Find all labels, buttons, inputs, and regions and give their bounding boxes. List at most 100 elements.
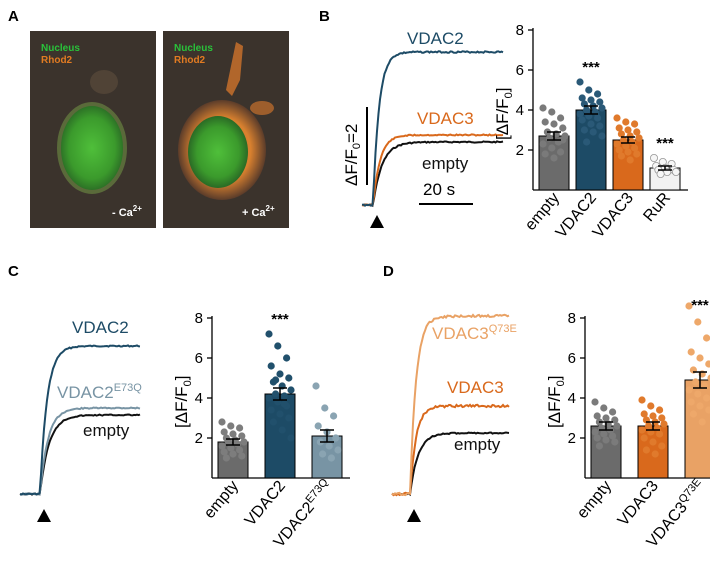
significance-b-1: *** [582,59,600,76]
data-point-c-1 [272,390,280,398]
data-point-c-1 [274,342,282,350]
data-point-b-1 [580,126,589,134]
data-point-d-2 [687,348,695,356]
data-point-c-2 [314,422,322,430]
data-point-c-0 [220,448,228,456]
category-label-c-1: VDAC2 [242,478,289,530]
data-point-c-2 [332,434,340,442]
scale-bar-horizontal-label: 20 s [423,180,455,199]
data-point-b-2 [615,146,623,154]
trace-label-vdac3: VDAC3 [417,109,474,128]
trace-label-vdac2: VDAC2 [407,29,464,48]
y-tick-label-c: 8 [195,310,203,327]
trace-label-empty-c: empty [83,421,130,440]
data-point-d-1 [645,422,653,430]
category-label-b-3: RuR [640,190,674,225]
micrograph-left: Nucleus Rhod2 - Ca2+ [30,31,156,228]
data-point-d-1 [638,396,646,404]
data-point-c-2 [330,412,338,420]
data-point-d-1 [640,410,648,418]
data-point-d-2 [696,402,704,410]
data-point-d-1 [640,434,648,442]
panel-a-label: A [8,8,19,25]
data-point-c-1 [272,376,280,384]
trace-vdac2-b [361,50,504,207]
trace-label-empty: empty [422,154,469,173]
data-point-b-2 [615,124,623,132]
data-point-d-0 [591,398,599,406]
data-point-d-0 [600,430,608,438]
data-point-d-0 [595,442,604,450]
data-point-b-1 [594,90,602,98]
data-point-b-1 [578,116,586,124]
data-point-b-2 [622,118,630,126]
data-point-d-1 [651,450,659,458]
y-tick-label-b: 6 [516,62,524,79]
data-point-c-1 [285,374,293,382]
data-point-c-0 [236,446,244,454]
data-point-b-1 [598,132,606,140]
trace-vdac3-q73e-d [391,313,510,497]
nucleus-right [188,116,248,188]
data-point-b-1 [587,96,595,104]
data-point-b-1 [594,114,602,122]
data-point-b-0 [557,114,565,122]
trace-label-vdac3-q73e: VDAC3Q73E [432,323,517,343]
panel-b-traces [361,50,504,208]
data-point-d-2 [705,360,710,368]
data-point-c-1 [267,362,275,370]
data-point-d-1 [658,442,666,450]
data-point-d-2 [689,410,698,418]
y-tick-label-d: 8 [568,310,576,327]
data-point-b-2 [633,128,641,136]
data-point-c-1 [285,414,293,422]
data-point-c-0 [238,452,246,460]
trace-vdac3-b [361,133,504,207]
data-point-b-2 [633,150,641,158]
data-point-c-2 [325,442,333,450]
data-point-d-2 [694,390,702,398]
category-label-d-1: VDAC3 [615,478,662,530]
data-point-b-0 [541,118,549,126]
data-point-b-2 [628,138,637,146]
data-point-d-2 [703,334,710,342]
data-point-c-0 [220,428,228,436]
trace-vdac2-c [20,344,141,496]
data-point-d-0 [611,438,619,446]
data-point-c-1 [280,392,288,400]
data-point-c-0 [222,454,230,462]
data-point-c-1 [283,354,291,362]
data-point-b-2 [624,148,632,156]
data-point-c-0 [225,438,233,446]
panel-d-label: D [383,263,394,280]
data-point-b-3 [656,169,665,178]
category-label-d-0: empty [574,478,615,522]
data-point-b-2 [622,142,630,150]
data-point-c-2 [312,382,320,390]
data-point-d-0 [593,412,601,420]
y-tick-label-b: 2 [516,142,524,159]
data-point-c-1 [276,410,284,418]
data-point-b-2 [631,144,639,152]
data-point-d-0 [593,434,601,442]
data-point-c-1 [265,394,273,402]
data-point-b-0 [557,148,565,156]
stimulus-arrowhead-c [37,509,51,522]
significance-b-3: *** [656,135,674,152]
data-point-c-0 [229,430,237,438]
data-point-b-0 [548,144,556,152]
panel-c-traces [19,344,141,496]
data-point-d-2 [685,386,693,394]
data-point-d-2 [707,374,710,382]
data-point-d-2 [694,318,702,326]
data-point-d-2 [687,398,695,406]
data-point-b-0 [539,140,547,148]
legend-nucleus-right: Nucleus [174,43,213,54]
data-point-b-1 [578,94,586,102]
trace-empty-b [361,140,504,208]
legend-rhod2-right: Rhod2 [174,55,206,66]
data-point-c-0 [229,450,237,458]
data-point-c-1 [276,370,284,378]
caption-with-calcium: + Ca2+ [242,204,275,219]
